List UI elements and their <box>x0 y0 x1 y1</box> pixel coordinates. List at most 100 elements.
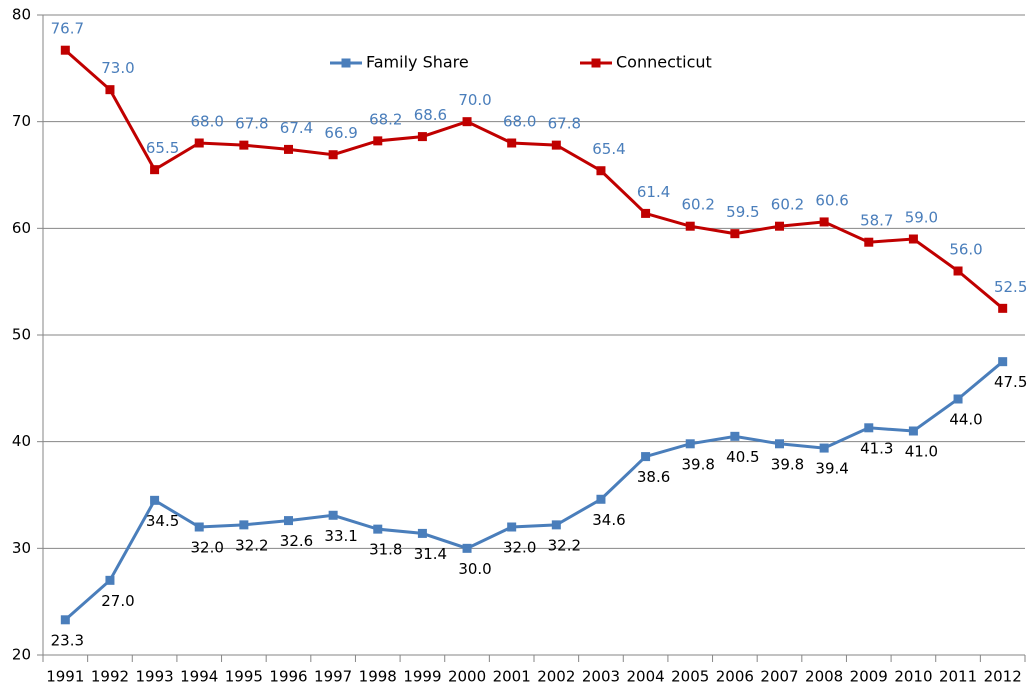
data-label: 47.5 <box>994 373 1027 391</box>
data-label: 52.5 <box>994 278 1027 296</box>
data-label: 41.0 <box>905 443 938 461</box>
data-label: 60.2 <box>682 196 715 214</box>
x-tick-label: 2004 <box>626 668 664 686</box>
point-marker <box>284 144 293 154</box>
x-tick-label: 2001 <box>493 668 531 686</box>
data-label: 34.6 <box>592 511 625 529</box>
point-marker <box>328 150 338 160</box>
point-marker <box>596 166 606 176</box>
y-tick-label: 20 <box>12 646 31 664</box>
data-label: 39.8 <box>771 455 804 473</box>
point-marker <box>864 423 874 433</box>
x-tick-label: 2000 <box>448 668 486 686</box>
y-tick-label: 40 <box>12 432 31 450</box>
point-marker <box>819 217 829 227</box>
data-label: 40.5 <box>726 448 759 466</box>
x-tick-label: 2010 <box>894 668 932 686</box>
x-tick-label: 1991 <box>46 668 84 686</box>
point-marker <box>239 520 249 530</box>
data-label: 32.0 <box>503 539 536 557</box>
x-tick-label: 1999 <box>403 668 441 686</box>
data-label: 66.9 <box>324 124 357 142</box>
x-tick-label: 1998 <box>359 668 397 686</box>
data-label: 68.2 <box>369 110 402 128</box>
y-tick-label: 60 <box>12 219 31 237</box>
data-label: 68.0 <box>503 113 536 131</box>
point-marker <box>373 136 383 146</box>
data-label: 27.0 <box>101 592 134 610</box>
data-label: 23.3 <box>51 631 84 649</box>
point-marker <box>507 138 517 148</box>
data-label: 59.5 <box>726 203 759 221</box>
legend-marker <box>591 58 601 68</box>
data-label: 34.5 <box>146 512 179 530</box>
data-label: 60.2 <box>771 196 804 214</box>
x-tick-label: 1995 <box>225 668 263 686</box>
point-marker <box>284 516 293 526</box>
point-marker <box>507 522 517 532</box>
point-marker <box>730 431 740 441</box>
x-tick-label: 2012 <box>984 668 1022 686</box>
point-marker <box>953 266 963 276</box>
point-marker <box>775 439 784 449</box>
x-tick-label: 2006 <box>716 668 754 686</box>
point-marker <box>551 140 561 150</box>
point-marker <box>641 208 651 218</box>
data-label: 65.4 <box>592 140 625 158</box>
point-marker <box>239 140 249 150</box>
point-marker <box>819 443 829 453</box>
y-tick-label: 30 <box>12 539 31 557</box>
point-marker <box>417 528 427 538</box>
point-marker <box>328 510 338 520</box>
legend-marker <box>341 58 351 68</box>
point-marker <box>685 439 695 449</box>
point-marker <box>998 303 1008 313</box>
point-marker <box>864 237 874 247</box>
data-label: 32.6 <box>280 532 313 550</box>
x-tick-label: 2007 <box>760 668 798 686</box>
point-marker <box>641 452 651 462</box>
point-marker <box>775 221 784 231</box>
x-tick-label: 2011 <box>939 668 977 686</box>
point-marker <box>194 138 204 148</box>
data-label: 67.8 <box>548 115 581 133</box>
x-tick-label: 2005 <box>671 668 709 686</box>
data-label: 32.2 <box>235 536 268 554</box>
data-label: 32.2 <box>548 536 581 554</box>
point-marker <box>462 117 472 127</box>
data-label: 68.6 <box>414 106 447 124</box>
data-label: 39.4 <box>815 460 848 478</box>
data-label: 31.8 <box>369 541 402 559</box>
point-marker <box>105 85 115 95</box>
point-marker <box>194 522 204 532</box>
series-line <box>64 49 1004 310</box>
x-tick-label: 2009 <box>850 668 888 686</box>
data-label: 38.6 <box>637 468 670 486</box>
y-tick-label: 80 <box>12 6 31 24</box>
point-marker <box>730 229 740 239</box>
data-label: 76.7 <box>51 20 84 38</box>
point-marker <box>150 495 160 505</box>
data-label: 67.8 <box>235 115 268 133</box>
data-label: 44.0 <box>949 411 982 429</box>
point-marker <box>908 426 918 436</box>
data-label: 56.0 <box>949 241 982 259</box>
series-line <box>64 360 1004 621</box>
point-marker <box>105 575 115 585</box>
x-tick-label: 2003 <box>582 668 620 686</box>
x-tick-label: 1996 <box>269 668 307 686</box>
point-marker <box>953 394 963 404</box>
x-tick-label: 1992 <box>91 668 129 686</box>
data-label: 73.0 <box>101 59 134 77</box>
data-label: 60.6 <box>815 191 848 209</box>
point-marker <box>417 132 427 142</box>
x-tick-label: 2008 <box>805 668 843 686</box>
data-label: 30.0 <box>458 560 491 578</box>
point-marker <box>150 165 160 175</box>
point-marker <box>60 45 70 55</box>
data-label: 58.7 <box>860 212 893 230</box>
data-label: 61.4 <box>637 183 670 201</box>
point-marker <box>60 615 70 625</box>
data-label: 31.4 <box>414 545 447 563</box>
